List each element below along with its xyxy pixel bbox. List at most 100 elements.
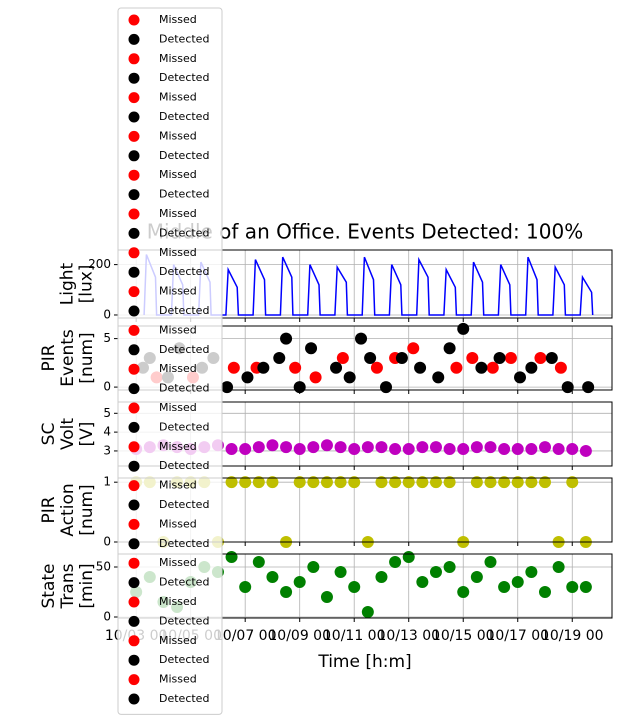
legend-label: Detected (159, 692, 209, 705)
data-point (289, 361, 302, 374)
data-point (375, 441, 388, 454)
data-point (402, 443, 415, 456)
legend-label: Detected (159, 576, 209, 589)
legend-marker (128, 111, 140, 123)
data-point (457, 443, 470, 456)
data-point (470, 571, 483, 583)
data-point (470, 441, 483, 454)
data-point (348, 476, 361, 489)
data-point (334, 476, 347, 489)
data-point (370, 361, 383, 374)
legend-marker (128, 460, 140, 472)
data-point (227, 361, 240, 374)
legend-label: Missed (159, 207, 197, 220)
data-point (293, 476, 306, 489)
data-point (389, 476, 402, 489)
legend-label: Detected (159, 71, 209, 84)
data-point (511, 576, 524, 588)
legend-marker (128, 596, 140, 608)
y-axis-label-line: Light (58, 262, 78, 305)
data-point (582, 381, 595, 394)
data-point (429, 441, 442, 454)
legend-marker (128, 635, 140, 647)
data-point (375, 476, 388, 489)
legend-label: Detected (159, 149, 209, 162)
data-point (320, 591, 333, 603)
legend-marker (128, 305, 140, 317)
legend-label: Detected (159, 304, 209, 317)
legend-marker (128, 654, 140, 666)
legend-label: Missed (159, 595, 197, 608)
legend-label: Missed (159, 362, 197, 375)
x-tick-label: 10/13 00 (377, 628, 440, 644)
data-point (320, 476, 333, 489)
data-point (239, 476, 252, 489)
data-point (554, 361, 567, 374)
data-point (257, 361, 270, 374)
data-point (266, 571, 279, 583)
legend-marker (128, 14, 140, 26)
legend-marker (128, 92, 140, 104)
data-point (407, 342, 420, 355)
data-point (293, 576, 306, 588)
data-point (545, 352, 558, 364)
data-point (429, 566, 442, 578)
y-tick-label: 0 (103, 307, 111, 321)
data-point (566, 476, 579, 489)
y-axis-label-line: [V] (77, 422, 97, 447)
legend-marker (128, 538, 140, 550)
legend-label: Detected (159, 537, 209, 550)
data-point (511, 476, 524, 489)
data-point (566, 443, 579, 456)
legend-marker (128, 615, 140, 627)
data-point (273, 352, 286, 364)
data-point (361, 441, 374, 454)
data-point (375, 571, 388, 583)
data-point (566, 581, 579, 593)
legend-label: Missed (159, 129, 197, 142)
data-point (457, 586, 470, 598)
legend-label: Missed (159, 91, 197, 104)
legend-label: Missed (159, 401, 197, 414)
data-point (538, 476, 551, 489)
legend-marker (128, 247, 140, 259)
data-point (389, 443, 402, 456)
data-point (336, 352, 349, 364)
data-point (470, 476, 483, 489)
data-point (443, 342, 456, 355)
data-point (305, 342, 318, 355)
data-point (552, 443, 565, 456)
data-point (309, 371, 322, 384)
y-tick-label: 0 (103, 535, 111, 549)
data-point (330, 361, 343, 374)
data-point (252, 441, 265, 454)
data-point (280, 441, 293, 454)
y-tick-label: 5 (103, 406, 111, 420)
legend-marker (128, 674, 140, 686)
y-axis-label: PIRAction[num] (39, 483, 97, 536)
x-tick-label: 10/11 00 (323, 628, 386, 644)
data-point (239, 581, 252, 593)
y-axis-label-line: Volt (58, 418, 78, 450)
y-axis-label: SCVolt[V] (39, 418, 97, 450)
legend-marker (128, 33, 140, 45)
legend-marker (128, 480, 140, 492)
legend-marker (128, 499, 140, 511)
y-tick-label: 1 (103, 475, 111, 489)
data-point (241, 371, 254, 384)
data-point (561, 381, 574, 394)
legend-label: Missed (159, 634, 197, 647)
data-point (414, 361, 427, 374)
y-tick-label: 0 (103, 380, 111, 394)
data-point (320, 439, 333, 452)
data-point (484, 476, 497, 489)
data-point (443, 476, 456, 489)
data-point (579, 581, 592, 593)
legend-label: Detected (159, 614, 209, 627)
legend-marker (128, 557, 140, 569)
legend-label: Detected (159, 498, 209, 511)
y-tick-label: 5 (103, 331, 111, 345)
legend-marker (128, 344, 140, 356)
y-tick-label: 50 (96, 560, 111, 574)
y-axis-label-line: [num] (77, 332, 97, 383)
